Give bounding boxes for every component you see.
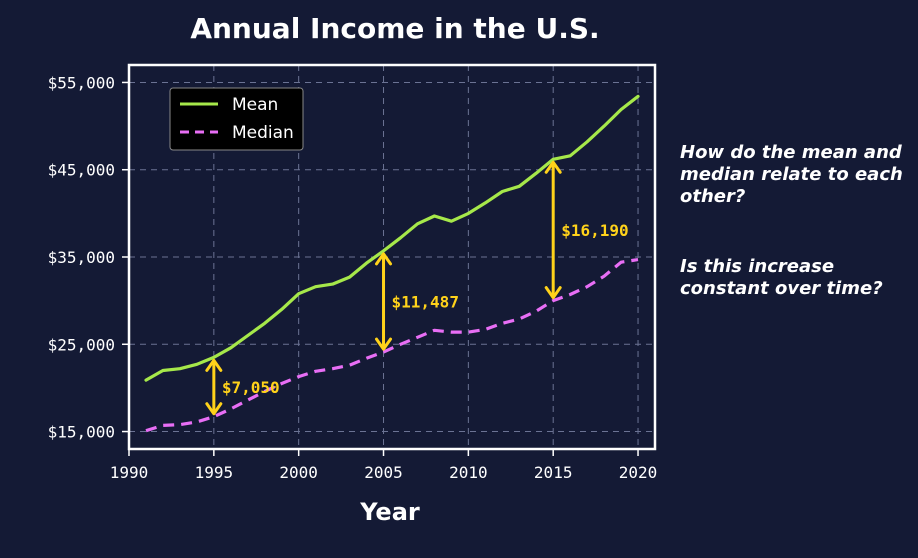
legend-mean-label: Mean (232, 95, 278, 115)
y-tick-label: $35,000 (48, 248, 115, 267)
gap-annotations: $7,050 $11,487 $16,190 (205, 160, 629, 416)
legend: Mean Median (169, 87, 304, 151)
gap-arrow-2005 (375, 252, 393, 351)
x-tick-label: 1995 (195, 463, 234, 482)
x-tick-label: 1990 (110, 463, 149, 482)
gap-arrow-1995 (205, 358, 223, 416)
y-axis-ticks: $15,000 $25,000 $35,000 $45,000 $55,000 (48, 73, 129, 442)
series-lines (144, 94, 640, 433)
question-mean-median: How do the mean and median relate to eac… (680, 142, 903, 207)
question-increase: Is this increase constant over time? (680, 256, 883, 299)
x-tick-label: 2005 (364, 463, 403, 482)
x-tick-label: 2020 (619, 463, 658, 482)
legend-median-label: Median (232, 123, 294, 143)
y-tick-label: $55,000 (48, 73, 115, 92)
y-tick-label: $45,000 (48, 161, 115, 180)
x-axis-ticks: 1990 1995 2000 2005 2010 2015 2020 (110, 449, 658, 482)
y-tick-label: $25,000 (48, 335, 115, 354)
gap-label-1995: $7,050 (222, 378, 280, 397)
x-tick-label: 2015 (534, 463, 573, 482)
x-tick-label: 2000 (279, 463, 318, 482)
gap-arrow-2015 (544, 160, 562, 300)
gap-label-2015: $16,190 (561, 221, 628, 240)
gap-label-2005: $11,487 (392, 293, 459, 312)
series-line-median (145, 258, 639, 433)
series-line-mean (144, 94, 640, 382)
y-tick-label: $15,000 (48, 423, 115, 442)
x-tick-label: 2010 (449, 463, 488, 482)
chart-title: Annual Income in the U.S. (190, 12, 600, 45)
x-axis-label: Year (360, 498, 420, 526)
